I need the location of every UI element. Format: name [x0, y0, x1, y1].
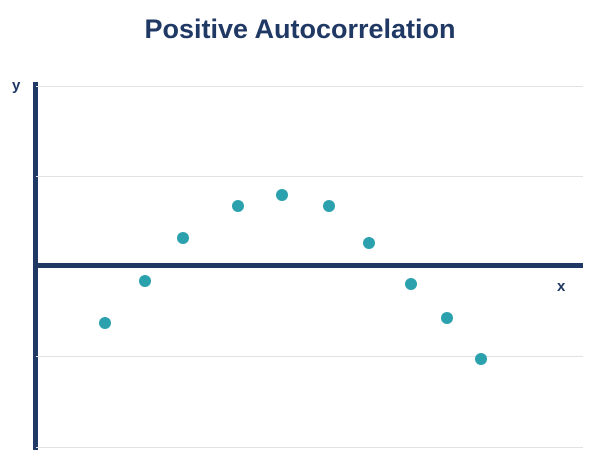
x-axis-label: x: [557, 278, 566, 295]
x-axis-line: [33, 263, 583, 268]
chart-title: Positive Autocorrelation: [144, 14, 456, 44]
y-axis-label: y: [12, 77, 21, 94]
data-point: [139, 275, 151, 287]
data-point: [405, 278, 417, 290]
data-point: [99, 317, 111, 329]
data-point: [177, 232, 189, 244]
data-point: [232, 200, 244, 212]
data-point: [475, 353, 487, 365]
data-point: [363, 237, 375, 249]
data-point: [276, 189, 288, 201]
gridline: [36, 447, 583, 448]
data-point: [441, 312, 453, 324]
data-point: [323, 200, 335, 212]
gridline: [36, 356, 583, 357]
gridline: [36, 86, 583, 87]
gridline: [36, 176, 583, 177]
